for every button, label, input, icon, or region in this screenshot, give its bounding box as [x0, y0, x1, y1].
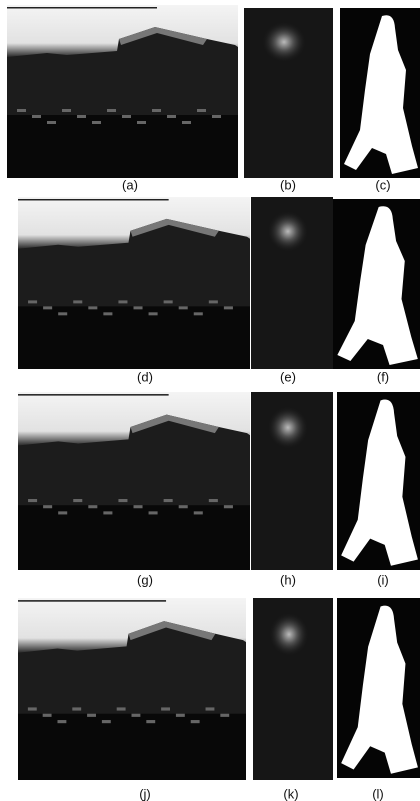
- panel-label: (f): [377, 369, 389, 384]
- car: [209, 499, 218, 502]
- car: [146, 720, 155, 723]
- car: [17, 109, 26, 112]
- ground: [18, 306, 250, 369]
- car: [191, 720, 200, 723]
- car: [209, 300, 218, 303]
- page: (a)(b)(c)(d)(e)(f)(g)(h)(i)(j)(k)(l) (()…: [0, 0, 420, 801]
- panel-label: (c): [375, 177, 390, 192]
- car: [43, 306, 52, 309]
- horizon-dash: [18, 199, 169, 200]
- car: [118, 300, 127, 303]
- map-glow: [262, 22, 307, 63]
- ground: [7, 115, 238, 178]
- car: [103, 511, 112, 514]
- car: [164, 300, 173, 303]
- panel-label: (a): [122, 177, 138, 192]
- car: [197, 109, 206, 112]
- car: [47, 121, 56, 124]
- horizon-dash: [18, 600, 166, 602]
- car: [122, 115, 131, 118]
- panel-label: (b): [280, 177, 296, 192]
- car: [194, 511, 203, 514]
- car: [103, 312, 112, 315]
- car: [182, 121, 191, 124]
- car: [73, 300, 82, 303]
- car: [179, 505, 188, 508]
- scene-image: [7, 5, 238, 178]
- car: [92, 121, 101, 124]
- car: [87, 714, 96, 717]
- car: [133, 306, 142, 309]
- car: [133, 505, 142, 508]
- car: [137, 121, 146, 124]
- panel-label: (l): [372, 786, 384, 801]
- car: [176, 714, 185, 717]
- car: [72, 707, 81, 710]
- car: [224, 306, 233, 309]
- car: [28, 300, 37, 303]
- car: [132, 714, 141, 717]
- car: [88, 505, 97, 508]
- car: [73, 499, 82, 502]
- car: [43, 714, 52, 717]
- scene-image: [18, 197, 250, 369]
- horizon-dash: [7, 7, 157, 9]
- scene-image: [18, 392, 250, 570]
- car: [57, 720, 66, 723]
- panel-label: (h): [280, 572, 296, 587]
- car: [58, 511, 67, 514]
- car: [149, 312, 158, 315]
- car: [194, 312, 203, 315]
- car: [167, 115, 176, 118]
- car: [206, 707, 215, 710]
- car: [161, 707, 170, 710]
- map-glow: [267, 211, 308, 252]
- panel-label: (e): [280, 369, 296, 384]
- car: [152, 109, 161, 112]
- panel-label: (j): [139, 786, 151, 801]
- car: [102, 720, 111, 723]
- panel-label: (i): [377, 572, 389, 587]
- car: [224, 505, 233, 508]
- car: [32, 115, 41, 118]
- car: [28, 499, 37, 502]
- car: [220, 714, 229, 717]
- car: [28, 707, 37, 710]
- panel-label: (k): [283, 786, 298, 801]
- car: [43, 505, 52, 508]
- car: [62, 109, 71, 112]
- scene-image: [18, 598, 246, 780]
- ground: [18, 505, 250, 570]
- car: [118, 499, 127, 502]
- car: [88, 306, 97, 309]
- car: [212, 115, 221, 118]
- car: [107, 109, 116, 112]
- panel-label: (d): [137, 369, 153, 384]
- ground: [18, 714, 246, 780]
- car: [77, 115, 86, 118]
- horizon-dash: [18, 394, 169, 396]
- figure: (a) (b) (c) (d) (e) (f) (g) (h) (i) (j) (k) (l): [0, 0, 420, 801]
- car: [117, 707, 126, 710]
- car: [179, 306, 188, 309]
- panel-label: (g): [137, 572, 153, 587]
- map-glow: [267, 406, 308, 449]
- car: [164, 499, 173, 502]
- car: [149, 511, 158, 514]
- car: [58, 312, 67, 315]
- map-glow: [269, 613, 309, 657]
